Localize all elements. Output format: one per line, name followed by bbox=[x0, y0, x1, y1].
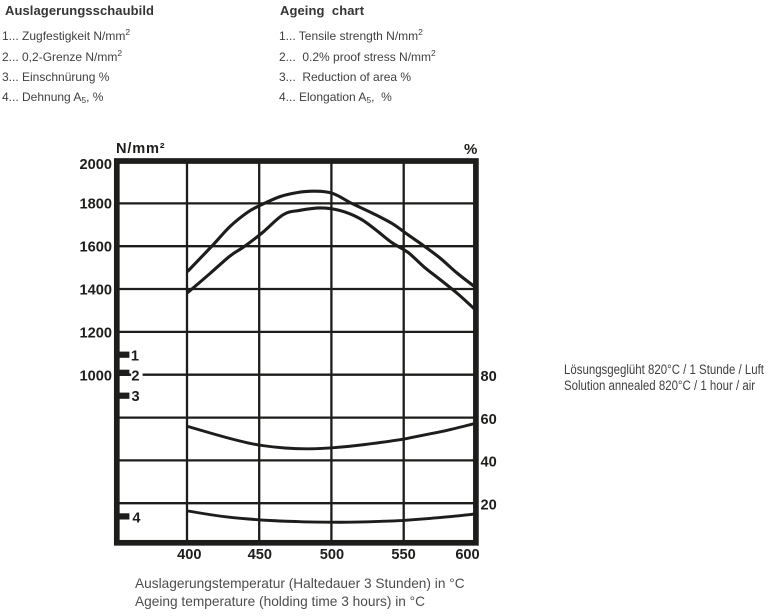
svg-text:20: 20 bbox=[481, 498, 497, 514]
svg-text:1200: 1200 bbox=[80, 325, 112, 341]
svg-text:1600: 1600 bbox=[80, 240, 112, 256]
svg-text:400: 400 bbox=[177, 547, 201, 563]
svg-text:500: 500 bbox=[320, 547, 344, 563]
svg-text:450: 450 bbox=[248, 547, 272, 563]
svg-text:2: 2 bbox=[131, 368, 139, 384]
svg-text:550: 550 bbox=[391, 547, 415, 563]
svg-text:80: 80 bbox=[481, 369, 497, 385]
svg-text:600: 600 bbox=[455, 547, 479, 563]
svg-text:1400: 1400 bbox=[80, 282, 112, 298]
svg-text:40: 40 bbox=[481, 455, 497, 471]
svg-text:4: 4 bbox=[132, 510, 141, 526]
svg-text:2000: 2000 bbox=[80, 157, 112, 173]
svg-text:1800: 1800 bbox=[80, 197, 112, 213]
svg-text:1000: 1000 bbox=[80, 369, 112, 385]
svg-text:3: 3 bbox=[132, 389, 140, 405]
svg-text:60: 60 bbox=[481, 412, 497, 428]
svg-text:%: % bbox=[464, 141, 477, 158]
svg-text:1: 1 bbox=[131, 348, 139, 364]
svg-text:N/mm²: N/mm² bbox=[116, 141, 165, 157]
